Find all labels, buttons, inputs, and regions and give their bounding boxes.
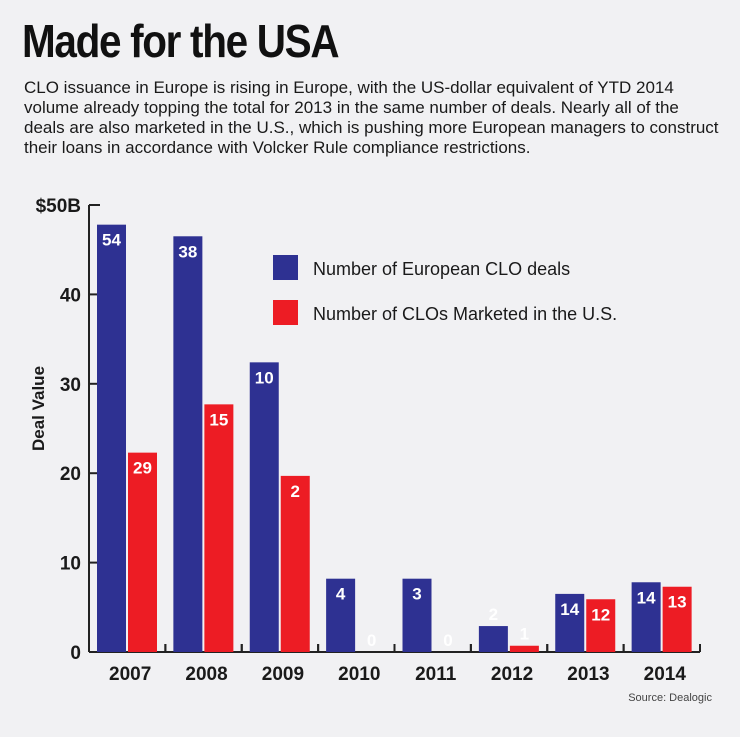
x-tick-label: 2007: [109, 664, 151, 685]
bar-us-marketed: [280, 475, 310, 652]
bar-data-label: 2: [489, 605, 498, 624]
bar-us-marketed: [662, 586, 692, 652]
chart-subtitle: CLO issuance in Europe is rising in Euro…: [24, 78, 719, 157]
legend-label: Number of European CLO deals: [313, 259, 570, 279]
bar-data-label: 29: [133, 459, 152, 478]
chart-title: Made for the USA: [22, 15, 340, 67]
bar-data-label: 14: [637, 588, 656, 607]
x-tick-label: 2010: [338, 664, 380, 685]
bar-data-label: 3: [412, 585, 421, 604]
x-tick-label: 2011: [415, 664, 457, 685]
bar-data-label: 15: [209, 410, 228, 429]
y-axis-label: Deal Value: [29, 366, 48, 451]
bar-european: [326, 578, 356, 652]
bar-data-label: 12: [591, 605, 610, 624]
bar-us-marketed: [509, 645, 539, 652]
bar-european: [555, 593, 585, 652]
bar-data-label: 14: [560, 600, 579, 619]
bar-european: [402, 578, 432, 652]
bar-us-marketed: [586, 599, 616, 652]
bar-data-label: 13: [668, 593, 687, 612]
x-tick-label: 2012: [491, 664, 533, 685]
x-tick-label: 2008: [185, 664, 227, 685]
x-tick-label: 2014: [644, 664, 687, 685]
y-tick-label: 10: [60, 554, 81, 575]
bar-data-label: 0: [367, 631, 376, 650]
bar-us-marketed: [204, 404, 234, 652]
bar-european: [631, 582, 661, 652]
y-tick-label: 40: [60, 285, 81, 306]
legend-swatch: [273, 255, 298, 280]
bar-data-label: 0: [443, 631, 452, 650]
x-tick-label: 2013: [567, 664, 609, 685]
bar-data-label: 54: [102, 231, 121, 250]
bar-european: [478, 626, 508, 652]
bar-us-marketed: [128, 452, 157, 652]
bar-european: [173, 236, 203, 653]
y-tick-label: 20: [60, 464, 81, 485]
bar-data-label: 10: [255, 368, 274, 387]
y-tick-label: 0: [70, 643, 81, 664]
y-tick-label: $50B: [36, 196, 81, 217]
source-note: Source: Dealogic: [628, 692, 712, 704]
bar-data-label: 38: [178, 242, 197, 261]
legend-label: Number of CLOs Marketed in the U.S.: [313, 304, 617, 324]
bar-european: [249, 362, 279, 652]
y-tick-label: 30: [60, 375, 81, 396]
bar-european: [97, 224, 126, 652]
bar-data-label: 4: [336, 585, 346, 604]
bar-data-label: 1: [520, 625, 529, 644]
bar-data-label: 2: [291, 482, 300, 501]
legend-swatch: [273, 300, 298, 325]
x-tick-label: 2009: [262, 664, 304, 685]
